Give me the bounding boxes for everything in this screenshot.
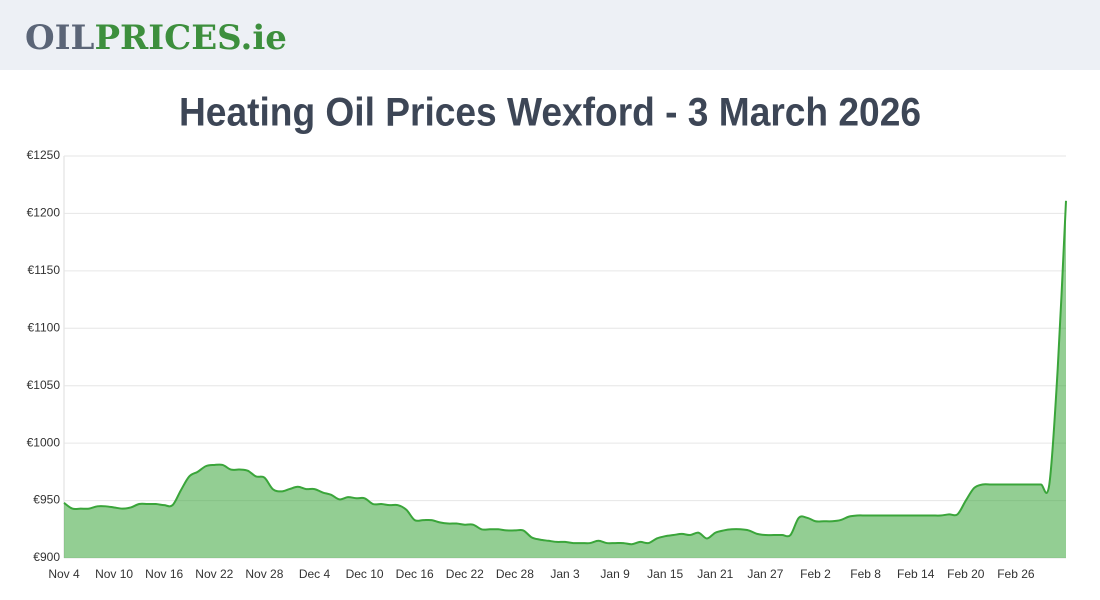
line <box>63 200 1067 546</box>
x-tick-label: Dec 22 <box>446 567 484 581</box>
header-bar <box>0 0 1100 70</box>
y-tick-label: €950 <box>33 493 60 507</box>
logo[interactable]: OILPRICES.ie <box>25 18 287 58</box>
x-tick-label: Feb 14 <box>897 567 935 581</box>
y-tick-label: €900 <box>33 550 60 564</box>
y-tick-label: €1050 <box>27 378 61 392</box>
x-tick-label: Nov 22 <box>195 567 233 581</box>
area-fill <box>64 200 1066 558</box>
x-tick-label: Feb 8 <box>850 567 881 581</box>
x-tick-label: Nov 28 <box>245 567 283 581</box>
x-tick-label: Dec 16 <box>396 567 434 581</box>
x-tick-label: Jan 21 <box>697 567 733 581</box>
x-tick-label: Dec 4 <box>299 567 331 581</box>
x-tick-label: Feb 20 <box>947 567 985 581</box>
logo-part: PRICES.ie <box>94 18 286 58</box>
x-tick-label: Jan 9 <box>600 567 630 581</box>
x-tick-label: Feb 2 <box>800 567 831 581</box>
y-tick-label: €1150 <box>28 263 61 277</box>
x-tick-label: Nov 10 <box>95 567 133 581</box>
y-tick-label: €1200 <box>27 206 61 220</box>
y-tick-label: €1000 <box>27 435 61 449</box>
x-tick-label: Nov 16 <box>145 567 183 581</box>
y-tick-label: €1250 <box>27 148 61 162</box>
x-tick-label: Feb 26 <box>997 567 1035 581</box>
x-tick-label: Jan 15 <box>647 567 683 581</box>
x-tick-label: Jan 3 <box>550 567 580 581</box>
x-tick-label: Nov 4 <box>48 567 80 581</box>
y-tick-label: €1100 <box>28 320 61 334</box>
x-tick-label: Jan 27 <box>747 567 783 581</box>
logo-part: OIL <box>25 18 95 58</box>
x-tick-label: Dec 10 <box>346 567 384 581</box>
x-tick-label: Dec 28 <box>496 567 534 581</box>
chart-title: Heating Oil Prices Wexford - 3 March 202… <box>179 91 921 135</box>
